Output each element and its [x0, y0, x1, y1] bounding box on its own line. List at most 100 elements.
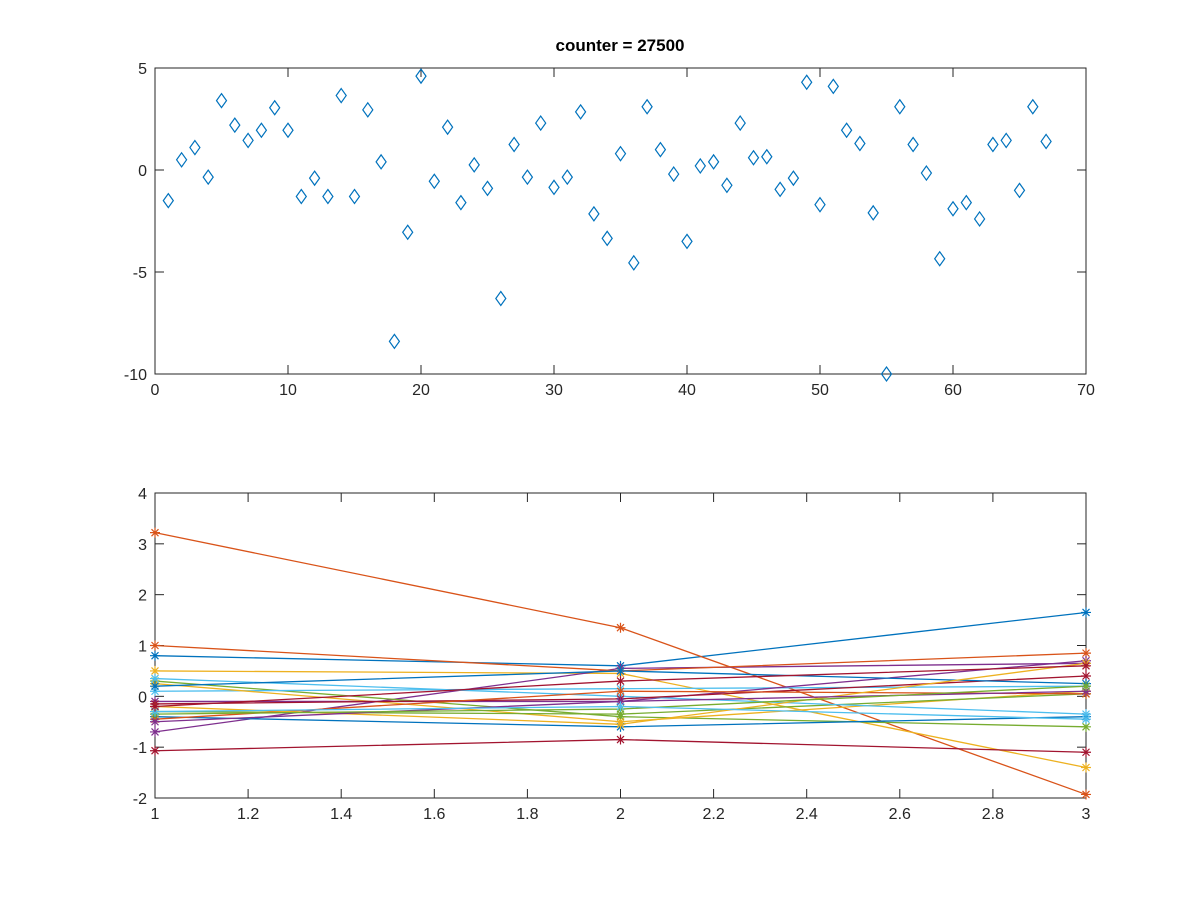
diamond-point	[667, 166, 680, 183]
asterisk-marker	[615, 734, 626, 745]
asterisk-marker	[150, 681, 160, 692]
diamond-point	[295, 188, 308, 205]
top-axes: 0 10 20 30 40 50 60 70 -10 -5 0 5	[124, 61, 1095, 399]
asterisk-marker	[150, 706, 160, 717]
diamond-point	[814, 196, 826, 213]
diamond-point	[162, 192, 175, 209]
diamond-point	[721, 177, 733, 194]
diamond-point	[215, 92, 228, 109]
x-tick-label: 2.4	[796, 806, 818, 823]
x-tick-label: 40	[678, 382, 696, 399]
diamond-point	[534, 115, 547, 132]
x-tick-label: 0	[151, 382, 160, 399]
asterisk-marker	[1081, 762, 1091, 773]
diamond-point	[800, 74, 813, 91]
x-tick-label: 70	[1077, 382, 1095, 399]
asterisk-marker	[1081, 607, 1091, 618]
diamond-point	[375, 153, 387, 170]
asterisk-marker	[150, 701, 160, 712]
x-tick-label: 1.4	[330, 806, 352, 823]
asterisk-marker	[615, 709, 626, 720]
x-tick-label: 30	[545, 382, 563, 399]
asterisk-marker	[1081, 721, 1091, 732]
diamond-point	[548, 179, 560, 196]
diamond-point	[867, 204, 879, 221]
diamond-point	[189, 139, 201, 156]
asterisk-marker	[150, 745, 160, 756]
diamond-point	[747, 149, 760, 166]
diamond-point	[894, 98, 906, 115]
asterisk-marker	[150, 716, 160, 727]
diamond-point	[601, 230, 613, 247]
diamond-point	[495, 290, 507, 307]
x-tick-label: 1.8	[516, 806, 538, 823]
top-chart-title: counter = 27500	[556, 36, 685, 55]
asterisk-marker	[150, 726, 160, 737]
series-group	[150, 527, 1091, 800]
diamond-point	[734, 115, 746, 132]
asterisk-marker	[150, 650, 160, 661]
asterisk-marker	[1081, 709, 1091, 720]
diamond-point	[1000, 132, 1012, 149]
axes-box	[154, 492, 1087, 799]
diamond-point	[428, 173, 441, 190]
asterisk-marker	[1081, 671, 1091, 681]
diamond-point	[308, 170, 321, 187]
x-tick-label: 60	[944, 382, 962, 399]
x-tick-label: 2.2	[702, 806, 724, 823]
diamond-point	[268, 99, 281, 116]
diamond-point	[707, 153, 720, 170]
asterisk-marker	[615, 665, 626, 676]
diamond-point	[588, 205, 600, 222]
y-tick-label: -10	[124, 367, 147, 384]
y-tick-label: -5	[133, 265, 147, 282]
diamond-point	[774, 181, 786, 198]
diamond-point	[880, 365, 893, 383]
x-tick-label: 2.6	[889, 806, 911, 823]
diamond-point	[455, 194, 467, 211]
x-tick-label: 2.8	[982, 806, 1004, 823]
diamond-point	[521, 169, 534, 186]
asterisk-marker	[150, 640, 160, 651]
diamond-point	[1040, 133, 1052, 150]
x-tick-label: 2	[616, 806, 625, 823]
diamond-point	[1013, 182, 1026, 199]
x-tick-label: 3	[1082, 806, 1091, 823]
diamond-point	[694, 157, 707, 174]
diamond-point	[441, 119, 454, 136]
diamond-point	[987, 136, 999, 153]
asterisk-marker	[615, 622, 626, 633]
diamond-point	[335, 87, 347, 104]
diamond-point	[388, 333, 401, 350]
y-tick-label: 4	[138, 486, 147, 503]
diamond-point	[574, 103, 587, 120]
asterisk-marker	[150, 673, 160, 684]
diamond-point	[628, 254, 640, 271]
asterisk-marker	[615, 701, 626, 712]
axes-box	[154, 67, 1087, 375]
diamond-point	[322, 188, 334, 205]
asterisk-marker	[1081, 714, 1091, 725]
x-tick-label: 1	[151, 806, 160, 823]
diamond-point	[654, 141, 667, 158]
diamond-point	[827, 78, 840, 95]
diamond-point	[960, 194, 973, 211]
diamond-point	[614, 145, 627, 162]
bottom-axes: 1 1.2 1.4 1.6 1.8 2 2.2 2.4 2.6 2.8 3 -2 -1 0 1 2 3 4	[133, 486, 1091, 823]
diamond-point	[508, 136, 520, 153]
asterisk-marker	[615, 719, 626, 730]
diamond-point	[242, 132, 254, 149]
x-tick-label: 20	[412, 382, 430, 399]
y-tick-label: -2	[133, 791, 147, 808]
x-tick-label: 50	[811, 382, 829, 399]
diamond-point	[415, 68, 427, 85]
diamond-point	[787, 170, 800, 187]
y-tick-label: 0	[138, 163, 147, 180]
diamond-point	[561, 169, 574, 186]
diamond-point	[947, 200, 959, 217]
asterisk-marker	[615, 676, 626, 687]
diamond-point	[175, 151, 188, 168]
x-tick-label: 1.6	[423, 806, 445, 823]
diamond-point	[229, 117, 241, 134]
